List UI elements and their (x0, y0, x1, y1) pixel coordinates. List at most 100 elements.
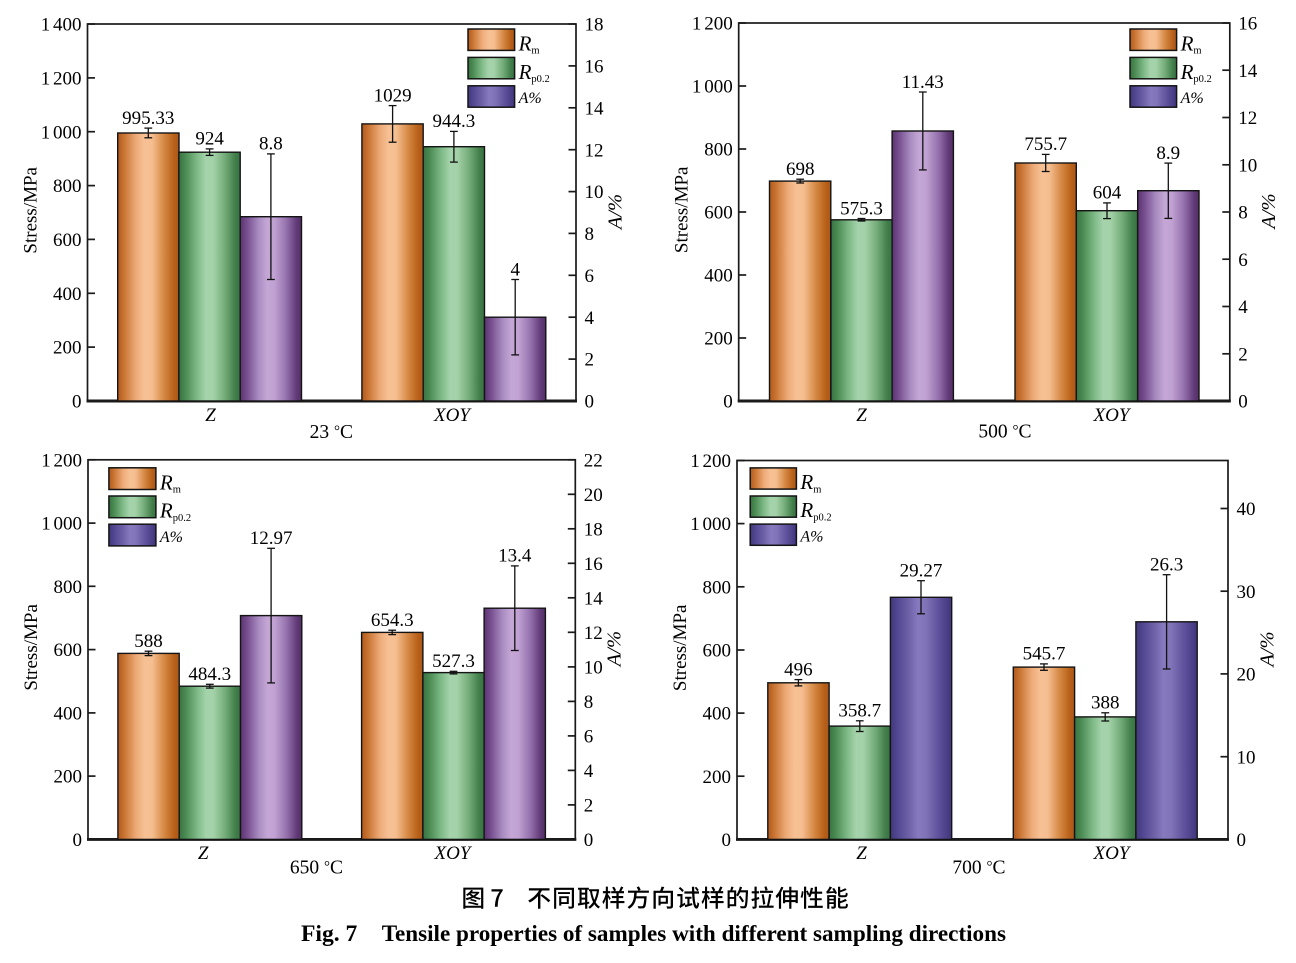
svg-text:0: 0 (1238, 392, 1248, 413)
svg-text:12.97: 12.97 (250, 528, 293, 549)
svg-text:4: 4 (510, 259, 520, 280)
svg-text:600: 600 (54, 640, 83, 661)
svg-text:200: 200 (704, 329, 733, 350)
svg-text:12: 12 (584, 623, 603, 644)
svg-text:A/%: A/% (1256, 631, 1278, 668)
svg-text:6: 6 (1238, 250, 1248, 271)
svg-text:700 °C: 700 °C (952, 858, 1005, 879)
svg-text:8.8: 8.8 (259, 134, 283, 155)
svg-text:527.3: 527.3 (432, 651, 475, 672)
svg-text:11.43: 11.43 (902, 72, 944, 93)
svg-text:8: 8 (1238, 203, 1248, 224)
svg-text:Stress/MPa: Stress/MPa (670, 604, 691, 691)
svg-text:Z: Z (205, 405, 216, 426)
svg-text:A/%: A/% (1258, 193, 1280, 230)
svg-text:18: 18 (585, 15, 604, 36)
svg-text:600: 600 (53, 230, 82, 251)
svg-text:14: 14 (584, 588, 604, 609)
svg-text:A/%: A/% (604, 631, 626, 668)
svg-text:14: 14 (585, 98, 605, 119)
svg-text:604: 604 (1093, 183, 1122, 204)
svg-text:0: 0 (722, 830, 732, 851)
svg-text:10: 10 (1238, 155, 1257, 176)
svg-text:23 °C: 23 °C (310, 422, 353, 443)
svg-text:0: 0 (584, 830, 594, 851)
svg-text:2: 2 (584, 796, 594, 817)
svg-text:XOY: XOY (434, 843, 473, 864)
svg-text:Stress/MPa: Stress/MPa (20, 166, 41, 253)
svg-text:755.7: 755.7 (1024, 134, 1067, 155)
svg-text:400: 400 (703, 704, 732, 725)
svg-text:Fig. 7: Fig. 7 (301, 921, 358, 947)
svg-text:XOY: XOY (1093, 405, 1132, 426)
svg-text:8: 8 (584, 692, 594, 713)
svg-text:Stress/MPa: Stress/MPa (672, 166, 693, 253)
svg-text:A%: A% (1180, 90, 1204, 107)
svg-text:200: 200 (703, 767, 732, 788)
svg-text:650 °C: 650 °C (290, 858, 343, 879)
svg-text:14: 14 (1238, 61, 1258, 82)
svg-text:4: 4 (1238, 297, 1248, 318)
svg-text:388: 388 (1091, 693, 1120, 714)
svg-text:2: 2 (1238, 344, 1248, 365)
svg-text:400: 400 (704, 266, 733, 287)
svg-text:6: 6 (584, 727, 594, 748)
svg-text:500 °C: 500 °C (978, 422, 1031, 443)
svg-text:0: 0 (72, 392, 82, 413)
svg-text:600: 600 (703, 641, 732, 662)
svg-text:545.7: 545.7 (1023, 644, 1066, 665)
svg-text:Tensile properties of samples: Tensile properties of samples with diffe… (382, 921, 1006, 947)
svg-text:26.3: 26.3 (1150, 555, 1183, 576)
svg-text:358.7: 358.7 (838, 701, 881, 722)
svg-text:0: 0 (585, 392, 595, 413)
svg-text:10: 10 (584, 658, 603, 679)
svg-text:16: 16 (585, 57, 604, 78)
svg-text:12: 12 (1238, 108, 1257, 129)
svg-text:22: 22 (584, 450, 603, 471)
svg-text:800: 800 (703, 577, 732, 598)
svg-text:995.33: 995.33 (122, 108, 174, 129)
svg-text:18: 18 (584, 519, 603, 540)
svg-text:496: 496 (784, 659, 813, 680)
svg-text:Stress/MPa: Stress/MPa (21, 604, 42, 691)
svg-text:40: 40 (1237, 499, 1256, 520)
svg-text:Z: Z (856, 405, 867, 426)
svg-text:A/%: A/% (604, 194, 626, 231)
svg-text:2: 2 (585, 350, 595, 371)
svg-text:12: 12 (585, 140, 604, 161)
svg-text:Z: Z (856, 843, 867, 864)
svg-text:29.27: 29.27 (900, 561, 943, 582)
svg-text:575.3: 575.3 (840, 198, 883, 219)
svg-text:XOY: XOY (1093, 843, 1132, 864)
svg-text:A%: A% (159, 529, 183, 546)
svg-text:4: 4 (584, 761, 594, 782)
svg-text:A%: A% (799, 528, 823, 545)
svg-text:400: 400 (53, 284, 82, 305)
svg-text:0: 0 (73, 830, 83, 851)
svg-text:800: 800 (704, 140, 733, 161)
svg-text:16: 16 (584, 554, 603, 575)
svg-text:30: 30 (1237, 582, 1256, 603)
svg-text:A%: A% (518, 90, 542, 107)
svg-text:800: 800 (54, 577, 83, 598)
svg-text:0: 0 (723, 392, 733, 413)
svg-text:8: 8 (585, 224, 595, 245)
svg-text:698: 698 (786, 159, 815, 180)
svg-text:20: 20 (584, 485, 603, 506)
svg-text:924: 924 (195, 129, 224, 150)
svg-text:800: 800 (53, 176, 82, 197)
svg-text:4: 4 (585, 308, 595, 329)
svg-text:10: 10 (585, 182, 604, 203)
svg-text:13.4: 13.4 (498, 546, 532, 567)
svg-text:20: 20 (1237, 665, 1256, 686)
svg-text:600: 600 (704, 203, 733, 224)
svg-text:400: 400 (54, 704, 83, 725)
